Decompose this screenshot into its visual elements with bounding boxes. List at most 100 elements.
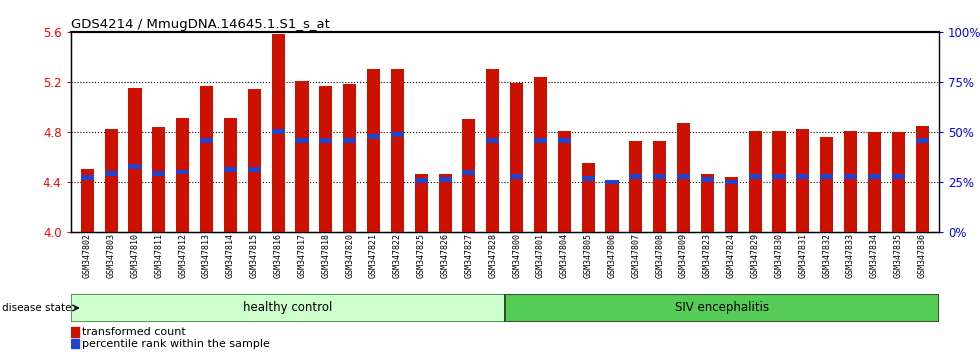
Text: GSM347832: GSM347832 xyxy=(822,234,831,279)
Text: healthy control: healthy control xyxy=(243,302,332,314)
Text: GSM347828: GSM347828 xyxy=(488,234,497,279)
Text: GSM347821: GSM347821 xyxy=(369,234,378,279)
Bar xyxy=(463,119,475,232)
Text: disease state: disease state xyxy=(2,303,72,313)
Bar xyxy=(534,138,547,143)
Bar xyxy=(271,34,284,232)
Text: GSM347801: GSM347801 xyxy=(536,234,545,279)
Bar xyxy=(677,175,690,179)
Text: GSM347800: GSM347800 xyxy=(513,234,521,279)
Bar xyxy=(319,138,332,143)
Text: GSM347817: GSM347817 xyxy=(298,234,307,279)
Bar xyxy=(749,175,761,179)
Text: GSM347829: GSM347829 xyxy=(751,234,760,279)
Text: GSM347814: GSM347814 xyxy=(225,234,235,279)
Text: GSM347802: GSM347802 xyxy=(82,234,92,279)
FancyBboxPatch shape xyxy=(71,295,505,321)
Bar xyxy=(271,130,284,134)
Bar xyxy=(892,132,905,232)
Bar xyxy=(772,131,786,232)
Bar xyxy=(820,175,833,179)
Bar xyxy=(319,86,332,232)
Bar xyxy=(248,89,261,232)
Bar xyxy=(71,339,79,348)
Text: GSM347806: GSM347806 xyxy=(608,234,616,279)
Bar xyxy=(223,167,237,172)
Bar xyxy=(152,171,166,176)
Bar xyxy=(725,180,738,184)
Bar xyxy=(581,163,595,232)
Text: GSM347824: GSM347824 xyxy=(727,234,736,279)
Bar xyxy=(438,177,452,182)
Bar xyxy=(463,171,475,175)
Bar xyxy=(606,182,618,232)
Text: GSM347823: GSM347823 xyxy=(703,234,711,279)
Bar xyxy=(558,131,571,232)
Bar xyxy=(797,129,809,232)
Bar xyxy=(128,165,141,169)
Text: GSM347811: GSM347811 xyxy=(154,234,164,279)
Text: GDS4214 / MmugDNA.14645.1.S1_s_at: GDS4214 / MmugDNA.14645.1.S1_s_at xyxy=(71,18,329,31)
Text: GSM347827: GSM347827 xyxy=(465,234,473,279)
Bar xyxy=(606,180,618,184)
Text: SIV encephalitis: SIV encephalitis xyxy=(674,302,769,314)
Text: GSM347809: GSM347809 xyxy=(679,234,688,279)
Bar xyxy=(820,137,833,232)
Bar xyxy=(654,175,666,179)
Bar xyxy=(654,141,666,232)
Text: GSM347810: GSM347810 xyxy=(130,234,139,279)
Bar xyxy=(581,176,595,181)
Bar xyxy=(797,175,809,179)
Bar xyxy=(725,177,738,232)
Bar xyxy=(415,175,428,232)
Bar xyxy=(176,170,189,175)
Bar xyxy=(772,175,786,179)
Text: GSM347816: GSM347816 xyxy=(273,234,282,279)
Text: GSM347808: GSM347808 xyxy=(656,234,664,279)
Bar xyxy=(844,131,858,232)
Text: GSM347831: GSM347831 xyxy=(799,234,808,279)
Bar xyxy=(295,81,309,232)
Text: GSM347830: GSM347830 xyxy=(774,234,784,279)
Bar xyxy=(844,175,858,179)
Bar xyxy=(80,175,94,180)
Bar xyxy=(343,138,356,143)
Text: GSM347804: GSM347804 xyxy=(560,234,568,279)
Bar xyxy=(105,171,118,176)
Bar xyxy=(71,327,79,337)
Bar xyxy=(629,141,643,232)
Bar xyxy=(152,127,166,232)
Bar xyxy=(868,132,881,232)
Bar xyxy=(558,138,571,143)
Bar xyxy=(105,129,118,232)
Bar xyxy=(701,175,714,232)
Text: GSM347805: GSM347805 xyxy=(584,234,593,279)
Bar xyxy=(701,177,714,182)
Bar xyxy=(343,84,356,232)
Bar xyxy=(677,123,690,232)
Bar xyxy=(438,175,452,232)
Bar xyxy=(415,178,428,183)
Text: GSM347807: GSM347807 xyxy=(631,234,640,279)
Text: GSM347826: GSM347826 xyxy=(441,234,450,279)
Text: GSM347803: GSM347803 xyxy=(107,234,116,279)
Text: transformed count: transformed count xyxy=(81,327,185,337)
Bar xyxy=(915,126,929,232)
Text: GSM347836: GSM347836 xyxy=(917,234,927,279)
Bar xyxy=(200,138,213,143)
Bar xyxy=(80,169,94,232)
Bar xyxy=(486,69,500,232)
Bar xyxy=(915,138,929,143)
FancyBboxPatch shape xyxy=(505,295,939,321)
Bar xyxy=(629,175,643,179)
Bar xyxy=(892,175,905,179)
Bar xyxy=(176,118,189,232)
Bar xyxy=(367,69,380,232)
Bar xyxy=(248,167,261,172)
Text: percentile rank within the sample: percentile rank within the sample xyxy=(81,339,270,349)
Bar xyxy=(486,138,500,143)
Text: GSM347833: GSM347833 xyxy=(846,234,856,279)
Bar xyxy=(391,69,404,232)
Text: GSM347825: GSM347825 xyxy=(416,234,425,279)
Bar xyxy=(295,138,309,143)
